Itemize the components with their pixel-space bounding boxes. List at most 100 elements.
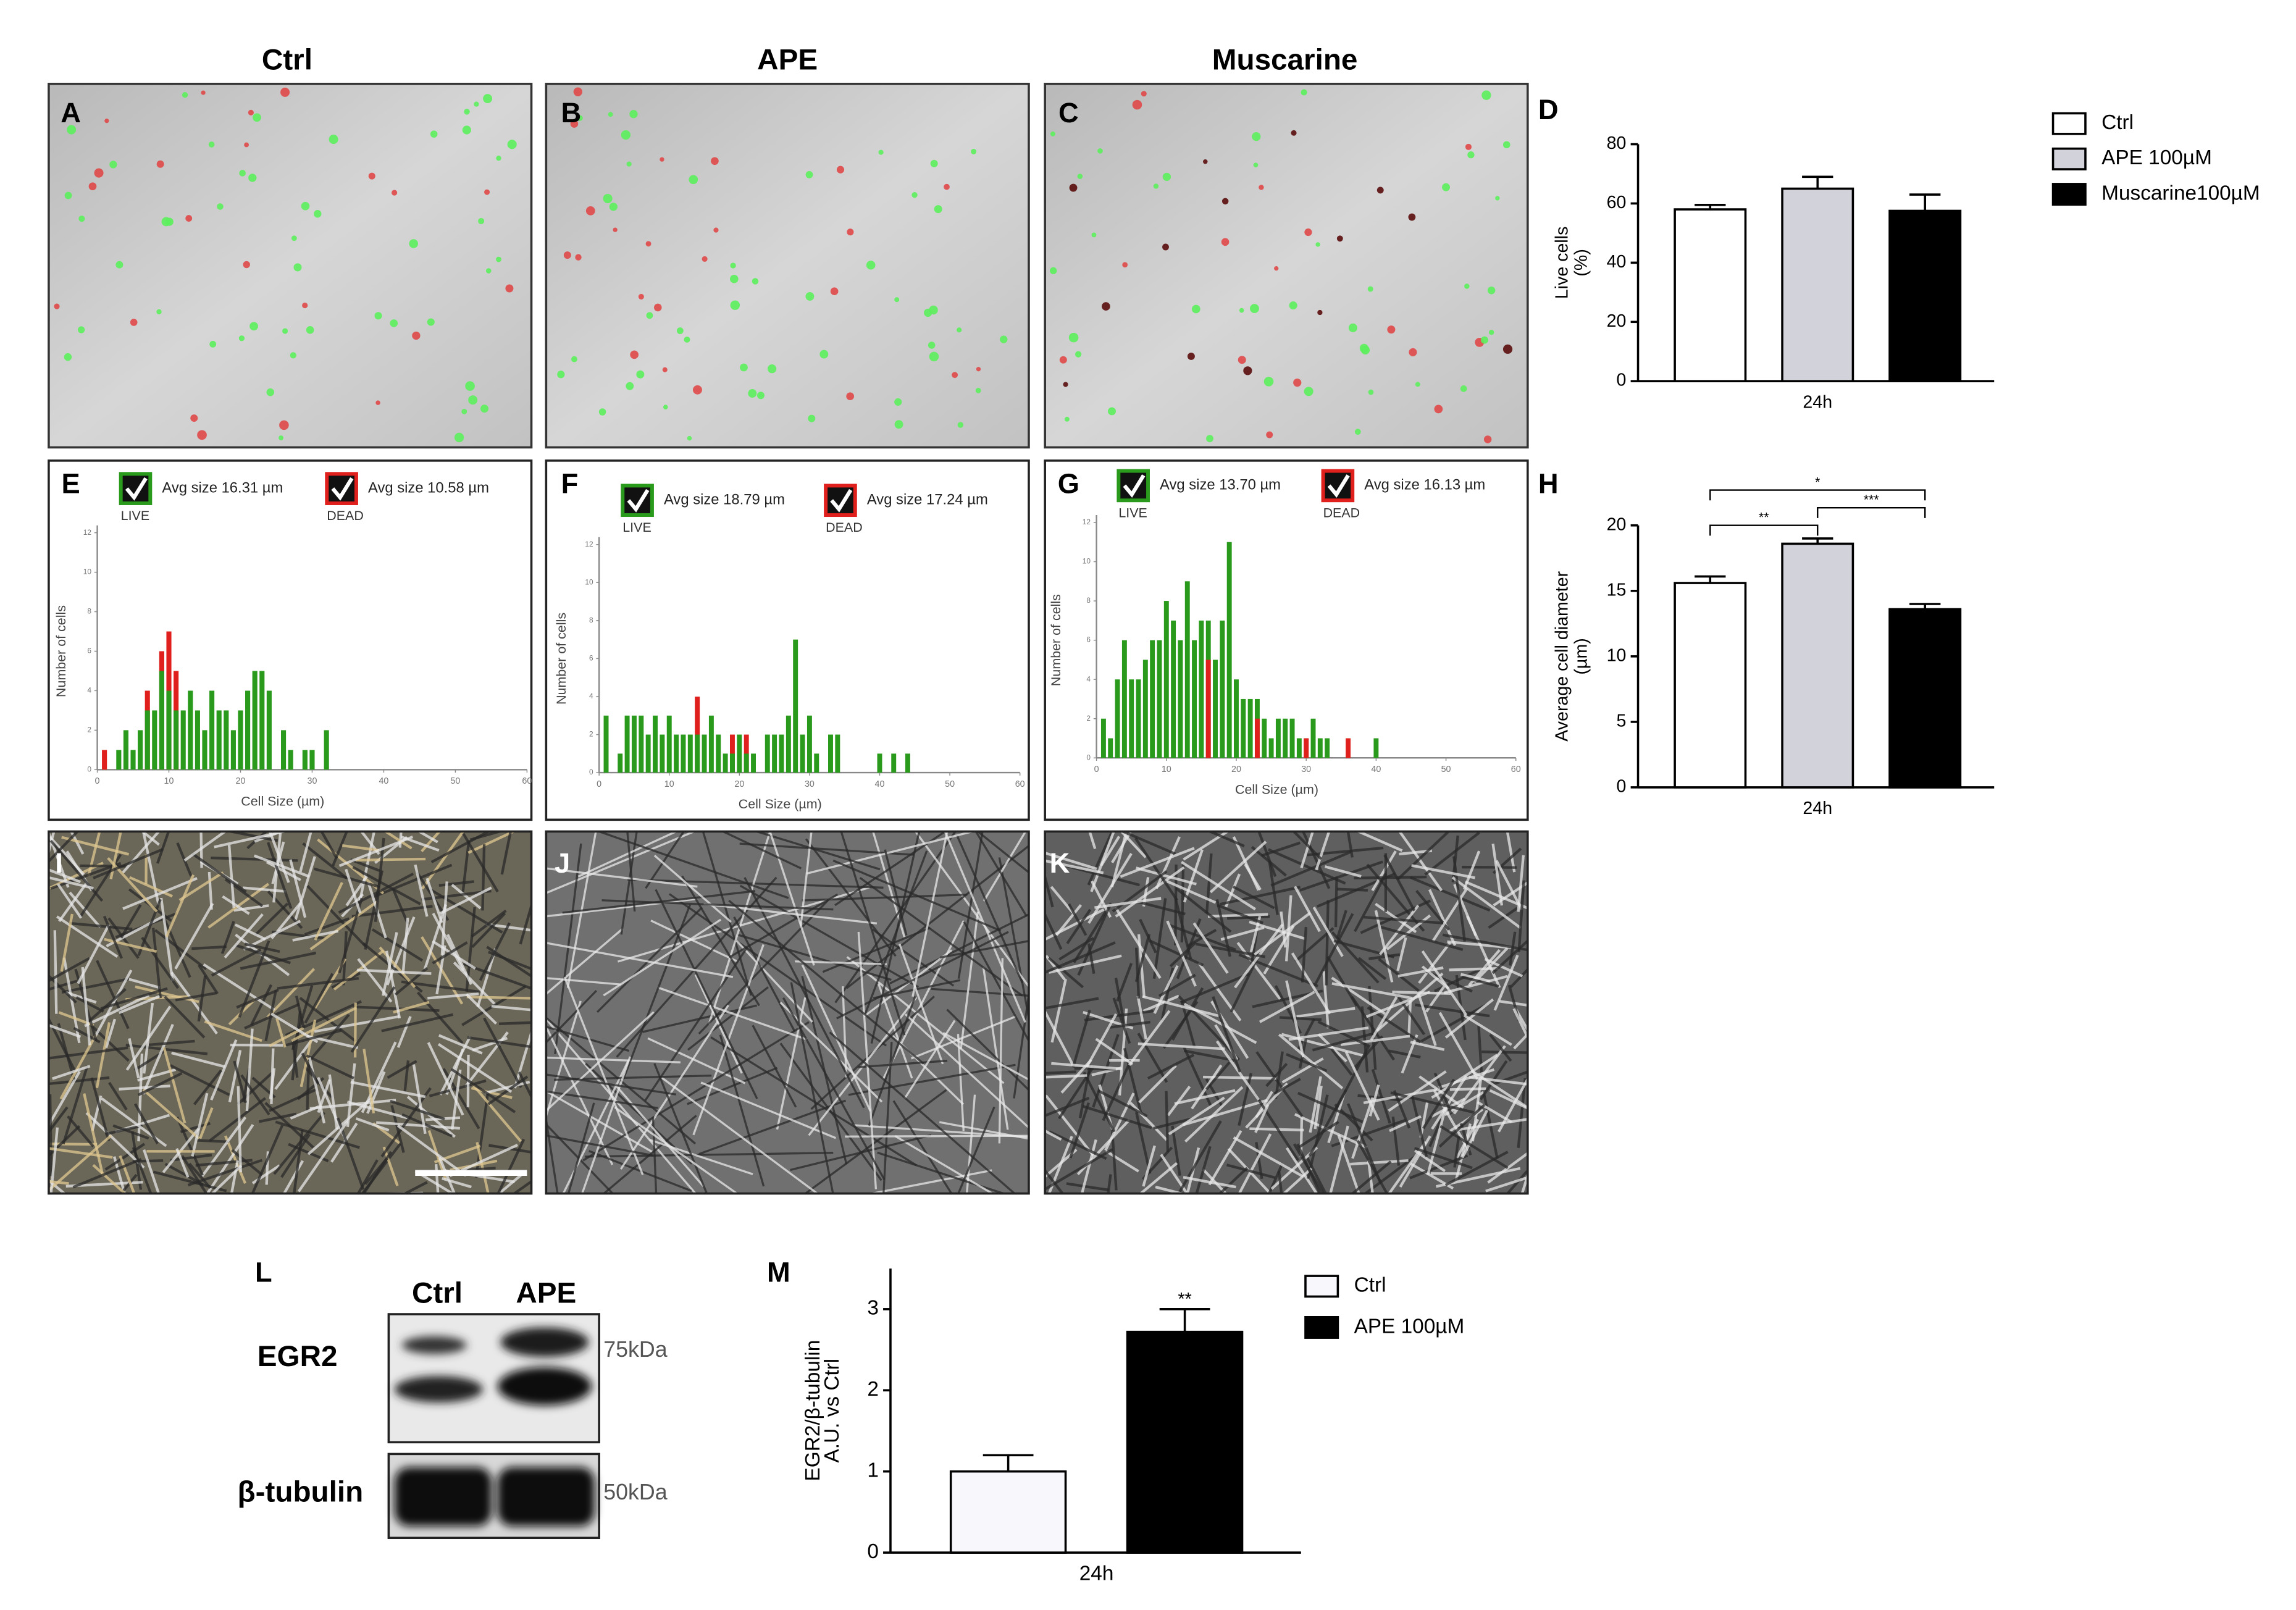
fiber	[137, 1071, 183, 1096]
fiber	[122, 877, 198, 910]
cell-dot	[253, 113, 261, 122]
image-frame	[545, 830, 1030, 1195]
fiber	[546, 942, 734, 978]
y-tick-label: 12	[1083, 518, 1091, 526]
cell-dot	[730, 300, 740, 310]
fiber	[1326, 955, 1358, 1007]
fiber	[48, 1016, 77, 1074]
histogram-bar	[138, 730, 143, 770]
fiber	[546, 928, 624, 996]
fiber	[1192, 922, 1229, 974]
fiber	[92, 1163, 127, 1194]
fiber	[366, 1071, 386, 1114]
fiber	[700, 1081, 837, 1139]
cell-dot	[329, 135, 338, 145]
fiber	[982, 967, 1009, 1130]
fiber	[1357, 957, 1387, 980]
fiber	[1513, 1032, 1528, 1050]
fiber	[1350, 1160, 1392, 1194]
fiber	[385, 950, 401, 1019]
fiber	[406, 1096, 456, 1138]
fiber	[254, 902, 289, 936]
fiber	[84, 994, 150, 1028]
fiber	[974, 831, 1028, 917]
cell-dot	[1253, 162, 1259, 168]
cell-dot	[465, 381, 475, 391]
fiber	[403, 1060, 410, 1092]
fiber	[1330, 1047, 1353, 1076]
x-tick-label: 20	[1231, 765, 1241, 774]
fiber	[1097, 1089, 1148, 1118]
fiber	[1281, 1057, 1324, 1084]
fiber	[211, 857, 298, 862]
histogram-bar	[645, 734, 651, 773]
cell-dot	[1348, 323, 1357, 332]
cell-dot	[1465, 143, 1472, 150]
fiber	[67, 1115, 94, 1147]
fiber	[1069, 1102, 1091, 1159]
fiber	[488, 950, 532, 971]
fiber	[647, 1037, 746, 1084]
fiber	[306, 1054, 354, 1080]
fiber	[655, 889, 758, 1099]
fiber	[1045, 1010, 1075, 1066]
fiber	[1102, 1060, 1132, 1122]
histogram-bar	[1163, 601, 1169, 758]
fiber	[104, 1018, 117, 1049]
fiber	[498, 1172, 524, 1194]
bar	[1888, 209, 1962, 382]
panel-letter: B	[561, 97, 582, 128]
fiber	[48, 957, 90, 983]
fiber	[1073, 910, 1108, 963]
histogram-bar	[765, 734, 770, 773]
fiber	[1401, 1034, 1418, 1074]
cell-fibers	[1045, 831, 1528, 1194]
cell-dot	[156, 309, 162, 315]
fiber	[619, 1004, 729, 1170]
fiber	[292, 929, 339, 942]
fiber	[48, 862, 104, 891]
cell-dot	[1250, 304, 1259, 313]
legend-swatch	[1304, 1315, 1339, 1339]
fiber	[650, 920, 737, 962]
cell-dot	[208, 141, 215, 148]
fiber	[1410, 1094, 1428, 1157]
fiber	[249, 984, 273, 1026]
cell-dot	[1317, 309, 1323, 316]
fiber	[653, 854, 732, 923]
fiber	[1377, 924, 1464, 951]
cell-dot	[293, 263, 302, 272]
legend-label: APE 100µM	[1354, 1315, 1465, 1338]
fiber	[500, 831, 513, 875]
cell-dot	[952, 372, 958, 379]
histogram-bar	[166, 690, 172, 770]
fiber	[353, 1002, 357, 1058]
fiber	[1306, 846, 1384, 857]
significance-label: **	[1759, 509, 1769, 524]
fiber	[1205, 1061, 1231, 1091]
fiber	[120, 904, 142, 939]
fiber	[421, 831, 465, 890]
histogram-bar	[324, 730, 329, 770]
legend-swatch	[2051, 112, 2087, 135]
fiber	[1340, 1034, 1410, 1046]
fiber	[790, 1134, 932, 1172]
cell-dot	[702, 256, 708, 262]
fiber	[224, 1135, 247, 1184]
fiber	[1431, 1075, 1468, 1130]
cell-dot	[944, 183, 950, 190]
histogram-bar	[1268, 738, 1274, 758]
fiber	[644, 947, 748, 1102]
bar	[1674, 582, 1747, 789]
fiber	[1166, 920, 1197, 987]
cell-dot	[1266, 431, 1273, 438]
fiber	[1045, 1149, 1078, 1179]
cell-dot	[585, 206, 595, 216]
fiber	[291, 1038, 299, 1078]
avg-size-label: Avg size 18.79 µm	[664, 492, 785, 508]
fiber	[1346, 831, 1354, 858]
fiber	[1418, 941, 1452, 984]
fiber	[614, 1106, 739, 1194]
fiber	[61, 977, 130, 994]
fiber	[946, 1008, 1029, 1092]
